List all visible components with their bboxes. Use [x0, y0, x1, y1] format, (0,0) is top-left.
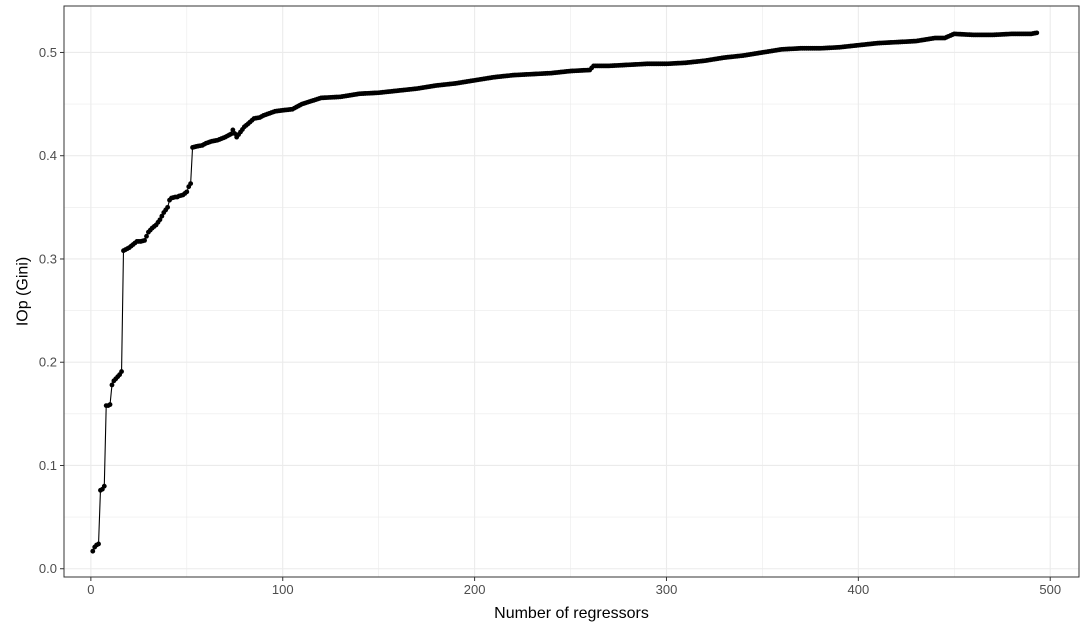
x-tick-label: 0: [87, 582, 94, 597]
data-point: [188, 181, 194, 187]
data-series: [90, 30, 1040, 554]
x-tick-label: 500: [1039, 582, 1061, 597]
data-point: [144, 233, 149, 239]
series-line: [92, 32, 1037, 552]
major-gridlines: [64, 6, 1079, 577]
data-point: [159, 213, 165, 219]
y-tick-label: 0.2: [39, 355, 57, 370]
y-tick-label: 0.5: [39, 45, 57, 60]
y-tick-label: 0.4: [39, 148, 57, 163]
x-tick-label: 200: [464, 582, 486, 597]
data-point: [107, 402, 113, 407]
minor-gridlines: [64, 6, 1079, 577]
data-point: [230, 127, 236, 133]
y-axis: 0.0 0.1 0.2 0.3 0.4 0.5: [39, 45, 64, 576]
panel-border: [63, 5, 1080, 578]
x-tick-label: 300: [656, 582, 678, 597]
data-point: [165, 204, 171, 210]
data-point: [228, 131, 234, 137]
y-tick-label: 0.0: [39, 561, 57, 576]
y-tick-label: 0.1: [39, 458, 57, 473]
data-point: [90, 548, 96, 554]
data-point: [119, 369, 124, 374]
data-point: [157, 217, 163, 223]
data-point: [1034, 30, 1040, 36]
x-tick-label: 400: [847, 582, 869, 597]
data-point: [142, 237, 147, 243]
x-axis: 0 100 200 300 400 500: [87, 577, 1061, 597]
y-axis-title: IOp (Gini): [15, 257, 32, 326]
data-point: [96, 541, 101, 547]
x-tick-label: 100: [272, 582, 294, 597]
y-tick-label: 0.3: [39, 251, 57, 266]
data-point: [232, 131, 238, 136]
x-axis-title: Number of regressors: [494, 605, 649, 622]
data-point: [109, 382, 115, 388]
data-point: [101, 483, 107, 489]
data-point: [184, 189, 190, 195]
